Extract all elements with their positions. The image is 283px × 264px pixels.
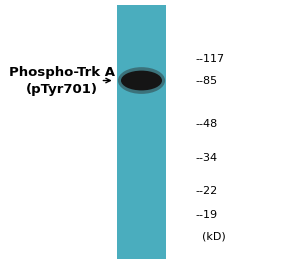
Bar — [117, 5, 166, 259]
Text: --117: --117 — [195, 54, 224, 64]
Text: --34: --34 — [195, 153, 217, 163]
Ellipse shape — [118, 67, 165, 94]
Text: --19: --19 — [195, 210, 217, 220]
Text: --85: --85 — [195, 76, 217, 86]
Text: --48: --48 — [195, 119, 218, 129]
Text: --22: --22 — [195, 186, 218, 196]
Text: Phospho-Trk A
(pTyr701): Phospho-Trk A (pTyr701) — [9, 65, 115, 96]
Ellipse shape — [121, 70, 162, 91]
Text: (kD): (kD) — [202, 231, 226, 241]
